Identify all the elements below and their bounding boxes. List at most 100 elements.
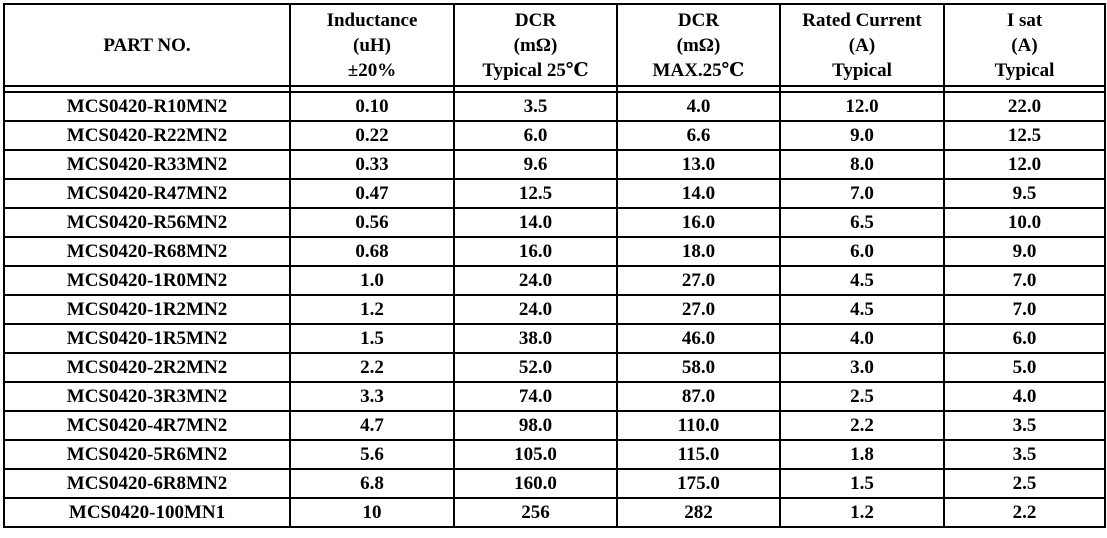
cell-isat: 5.0 bbox=[943, 352, 1106, 383]
cell-part-no: MCS0420-3R3MN2 bbox=[3, 381, 291, 412]
cell-rated-current: 1.5 bbox=[779, 468, 945, 499]
header-line: (uH) bbox=[353, 34, 391, 56]
cell-rated-current: 9.0 bbox=[779, 120, 945, 151]
header-separator bbox=[3, 85, 1106, 93]
header-line: PART NO. bbox=[103, 34, 191, 56]
cell-dcr-typical: 105.0 bbox=[453, 439, 618, 470]
cell-dcr-max: 27.0 bbox=[616, 265, 781, 296]
cell-isat: 6.0 bbox=[943, 323, 1106, 354]
cell-dcr-max: 58.0 bbox=[616, 352, 781, 383]
cell-dcr-max: 87.0 bbox=[616, 381, 781, 412]
cell-dcr-max: 4.0 bbox=[616, 91, 781, 122]
cell-inductance: 5.6 bbox=[289, 439, 455, 470]
cell-dcr-max: 13.0 bbox=[616, 149, 781, 180]
cell-inductance: 0.10 bbox=[289, 91, 455, 122]
header-line: (A) bbox=[1011, 34, 1038, 56]
table-row: MCS0420-4R7MN2 4.7 98.0 110.0 2.2 3.5 bbox=[3, 410, 1106, 441]
table-row: MCS0420-1R5MN2 1.5 38.0 46.0 4.0 6.0 bbox=[3, 323, 1106, 354]
cell-dcr-typical: 9.6 bbox=[453, 149, 618, 180]
cell-part-no: MCS0420-6R8MN2 bbox=[3, 468, 291, 499]
table-row: MCS0420-100MN1 10 256 282 1.2 2.2 bbox=[3, 497, 1106, 528]
header-isat: I sat (A) Typical bbox=[943, 3, 1106, 87]
cell-dcr-typical: 52.0 bbox=[453, 352, 618, 383]
cell-rated-current: 12.0 bbox=[779, 91, 945, 122]
cell-dcr-max: 110.0 bbox=[616, 410, 781, 441]
cell-inductance: 0.68 bbox=[289, 236, 455, 267]
table-row: MCS0420-1R0MN2 1.0 24.0 27.0 4.5 7.0 bbox=[3, 265, 1106, 296]
inductor-spec-table: PART NO. Inductance (uH) ±20% DCR (mΩ) Typical… bbox=[3, 3, 1106, 528]
cell-inductance: 0.33 bbox=[289, 149, 455, 180]
table-row: MCS0420-R56MN2 0.56 14.0 16.0 6.5 10.0 bbox=[3, 207, 1106, 238]
table-row: MCS0420-3R3MN2 3.3 74.0 87.0 2.5 4.0 bbox=[3, 381, 1106, 412]
header-line: DCR bbox=[514, 9, 557, 31]
cell-part-no: MCS0420-R56MN2 bbox=[3, 207, 291, 238]
cell-rated-current: 7.0 bbox=[779, 178, 945, 209]
cell-rated-current: 8.0 bbox=[779, 149, 945, 180]
cell-inductance: 0.56 bbox=[289, 207, 455, 238]
cell-isat: 12.5 bbox=[943, 120, 1106, 151]
cell-isat: 3.5 bbox=[943, 410, 1106, 441]
cell-dcr-typical: 3.5 bbox=[453, 91, 618, 122]
cell-inductance: 10 bbox=[289, 497, 455, 528]
table-row: MCS0420-R10MN2 0.10 3.5 4.0 12.0 22.0 bbox=[3, 91, 1106, 122]
cell-rated-current: 6.0 bbox=[779, 236, 945, 267]
cell-dcr-max: 18.0 bbox=[616, 236, 781, 267]
cell-isat: 22.0 bbox=[943, 91, 1106, 122]
table-row: MCS0420-5R6MN2 5.6 105.0 115.0 1.8 3.5 bbox=[3, 439, 1106, 470]
header-dcr-max: DCR (mΩ) MAX.25℃ bbox=[616, 3, 781, 87]
cell-rated-current: 4.0 bbox=[779, 323, 945, 354]
cell-rated-current: 2.2 bbox=[779, 410, 945, 441]
cell-inductance: 1.5 bbox=[289, 323, 455, 354]
cell-dcr-max: 175.0 bbox=[616, 468, 781, 499]
header-line: DCR bbox=[677, 9, 720, 31]
cell-part-no: MCS0420-R33MN2 bbox=[3, 149, 291, 180]
cell-isat: 4.0 bbox=[943, 381, 1106, 412]
cell-dcr-typical: 24.0 bbox=[453, 294, 618, 325]
cell-dcr-typical: 14.0 bbox=[453, 207, 618, 238]
cell-isat: 9.5 bbox=[943, 178, 1106, 209]
header-line: Typical 25℃ bbox=[482, 59, 589, 81]
cell-dcr-max: 282 bbox=[616, 497, 781, 528]
cell-dcr-typical: 256 bbox=[453, 497, 618, 528]
cell-rated-current: 2.5 bbox=[779, 381, 945, 412]
cell-inductance: 0.47 bbox=[289, 178, 455, 209]
table-row: MCS0420-6R8MN2 6.8 160.0 175.0 1.5 2.5 bbox=[3, 468, 1106, 499]
header-line: Rated Current bbox=[802, 9, 922, 31]
header-line: Typical bbox=[832, 59, 892, 81]
cell-part-no: MCS0420-R68MN2 bbox=[3, 236, 291, 267]
cell-isat: 7.0 bbox=[943, 294, 1106, 325]
cell-dcr-max: 6.6 bbox=[616, 120, 781, 151]
cell-inductance: 1.0 bbox=[289, 265, 455, 296]
cell-dcr-typical: 160.0 bbox=[453, 468, 618, 499]
cell-dcr-max: 14.0 bbox=[616, 178, 781, 209]
cell-part-no: MCS0420-R22MN2 bbox=[3, 120, 291, 151]
cell-isat: 9.0 bbox=[943, 236, 1106, 267]
header-line: (mΩ) bbox=[676, 34, 721, 56]
cell-dcr-max: 27.0 bbox=[616, 294, 781, 325]
table-row: MCS0420-2R2MN2 2.2 52.0 58.0 3.0 5.0 bbox=[3, 352, 1106, 383]
cell-isat: 10.0 bbox=[943, 207, 1106, 238]
cell-rated-current: 1.8 bbox=[779, 439, 945, 470]
cell-isat: 12.0 bbox=[943, 149, 1106, 180]
cell-rated-current: 3.0 bbox=[779, 352, 945, 383]
table-row: MCS0420-R33MN2 0.33 9.6 13.0 8.0 12.0 bbox=[3, 149, 1106, 180]
table-row: MCS0420-1R2MN2 1.2 24.0 27.0 4.5 7.0 bbox=[3, 294, 1106, 325]
cell-dcr-typical: 16.0 bbox=[453, 236, 618, 267]
table-row: MCS0420-R22MN2 0.22 6.0 6.6 9.0 12.5 bbox=[3, 120, 1106, 151]
header-rated-current: Rated Current (A) Typical bbox=[779, 3, 945, 87]
cell-dcr-max: 46.0 bbox=[616, 323, 781, 354]
cell-inductance: 6.8 bbox=[289, 468, 455, 499]
header-inductance: Inductance (uH) ±20% bbox=[289, 3, 455, 87]
cell-inductance: 0.22 bbox=[289, 120, 455, 151]
header-line: (mΩ) bbox=[513, 34, 558, 56]
header-line: ±20% bbox=[347, 59, 397, 81]
cell-part-no: MCS0420-100MN1 bbox=[3, 497, 291, 528]
cell-isat: 2.2 bbox=[943, 497, 1106, 528]
header-row: PART NO. Inductance (uH) ±20% DCR (mΩ) Typical… bbox=[3, 3, 1106, 87]
header-part-no: PART NO. bbox=[3, 3, 291, 87]
cell-dcr-typical: 6.0 bbox=[453, 120, 618, 151]
cell-part-no: MCS0420-4R7MN2 bbox=[3, 410, 291, 441]
table-row: MCS0420-R68MN2 0.68 16.0 18.0 6.0 9.0 bbox=[3, 236, 1106, 267]
cell-inductance: 2.2 bbox=[289, 352, 455, 383]
cell-inductance: 1.2 bbox=[289, 294, 455, 325]
